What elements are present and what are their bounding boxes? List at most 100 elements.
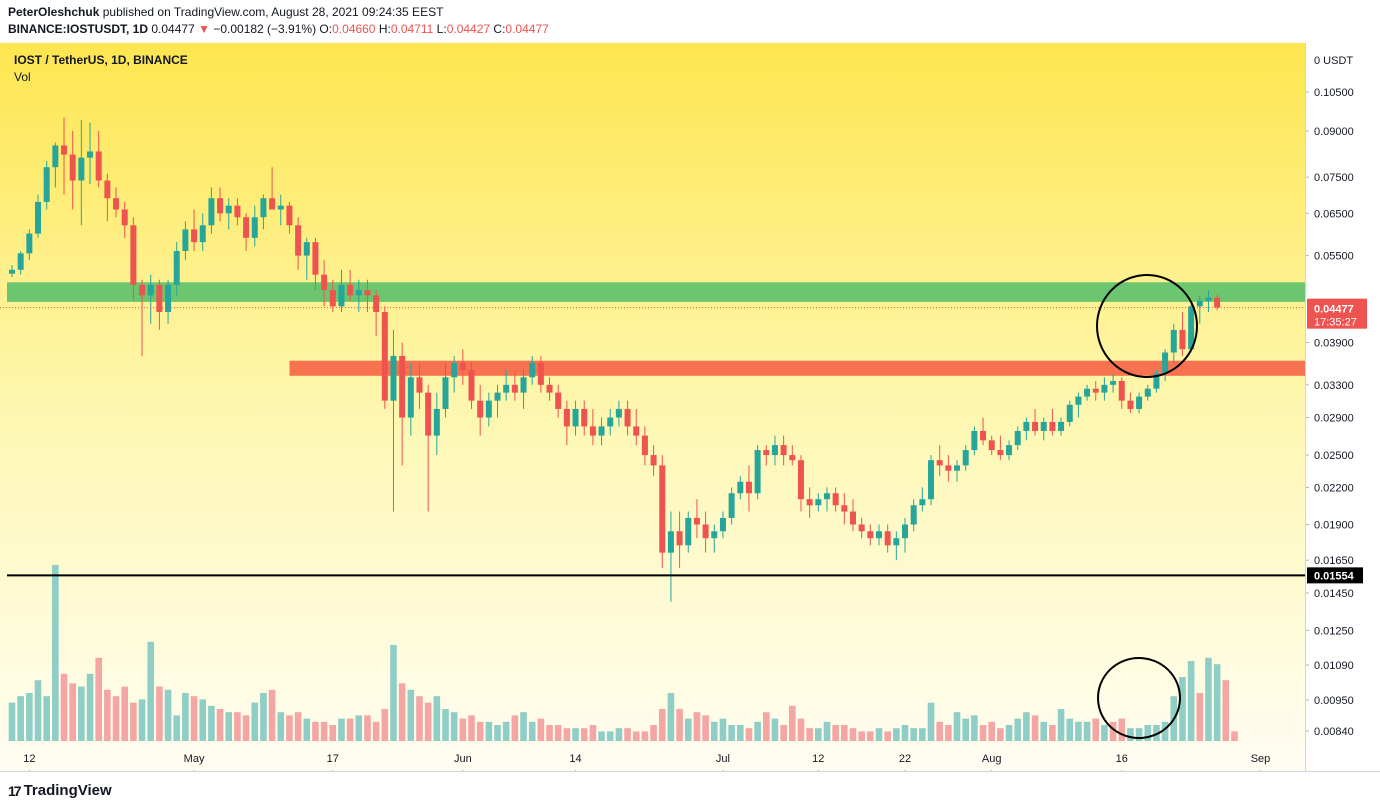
volume-bar [520, 712, 527, 741]
candle-body [121, 209, 128, 226]
x-tick-label: Sep [1251, 753, 1271, 765]
candle-body [9, 269, 15, 274]
last-price: 0.04477 [151, 22, 195, 36]
candle-body [815, 499, 822, 506]
candle-body [797, 460, 804, 500]
volume-bar [1109, 721, 1117, 741]
price-axis[interactable]: 0 USDT 0.10500 0.09000 0.07500 0.06500 0.0550… [1305, 55, 1367, 738]
volume-bar [901, 725, 909, 741]
candle-body [1144, 388, 1151, 397]
x-tick-label: Aug [982, 753, 1002, 765]
candle-body [711, 531, 718, 539]
candle-body [598, 426, 605, 436]
candle-body [511, 384, 518, 393]
y-tick-label: 0.03300 [1314, 380, 1354, 392]
candle-body [1092, 388, 1099, 393]
volume-bar [537, 718, 545, 741]
horizontal-line-label: 0.01554 [1314, 570, 1355, 582]
candle-body [667, 531, 674, 553]
y-tick-label: 0.02900 [1314, 413, 1354, 425]
price-axis-currency: 0 USDT [1314, 55, 1353, 67]
candle-body [286, 205, 293, 226]
y-tick-label: 0.02500 [1314, 450, 1354, 462]
volume-bar [303, 718, 311, 741]
volume-bar [624, 728, 631, 741]
volume-bar [277, 712, 285, 741]
candle-body [182, 229, 189, 252]
candle-body [988, 440, 995, 451]
author-name[interactable]: PeterOleshchuk [8, 5, 100, 19]
candle-body [555, 392, 562, 409]
volume-bar [719, 718, 727, 741]
time-axis[interactable]: 12 May 17 Jun 14 Jul 12 22 Aug 16 Sep [23, 753, 1270, 772]
candle-body [763, 450, 770, 456]
candle-body [373, 295, 380, 313]
x-tick-label: 14 [569, 753, 581, 765]
candle-body [35, 201, 42, 234]
candle-body [780, 445, 787, 456]
candle-body [329, 290, 336, 307]
volume-bar [1231, 731, 1238, 741]
candle-body [260, 198, 267, 218]
y-tick-label: 0.01450 [1314, 588, 1354, 600]
x-tick-label: Jul [716, 753, 730, 765]
candle-body [381, 312, 388, 401]
candle-body [191, 229, 198, 243]
volume-bar [147, 641, 155, 741]
candle-body [139, 284, 146, 296]
candle-body [962, 450, 969, 466]
last-price-label: 0.04477 [1314, 304, 1354, 316]
volume-bar [26, 693, 33, 741]
volume-bar [927, 702, 935, 741]
price-chart[interactable]: 0 USDT 0.10500 0.09000 0.07500 0.06500 0.0550… [0, 43, 1380, 772]
candle-body [980, 430, 987, 441]
volume-bar [104, 689, 111, 741]
volume-bar [442, 709, 449, 741]
candle-body [1110, 381, 1117, 385]
candle-body [1205, 297, 1212, 301]
candle-body [1136, 396, 1143, 409]
candle-body [1049, 421, 1056, 431]
volume-bar [650, 725, 657, 741]
candle-body [728, 493, 735, 518]
x-tick-label: 12 [23, 753, 35, 765]
candle-body [485, 400, 492, 418]
volume-bar [208, 705, 215, 741]
volume-bar [780, 725, 787, 741]
volume-bar [971, 715, 978, 741]
candle-body [910, 505, 917, 525]
candle-body [876, 531, 882, 539]
volume-bar [1179, 677, 1186, 741]
candle-body [1066, 404, 1073, 422]
candle-body [503, 384, 510, 393]
volume-bar [598, 731, 605, 741]
high-value: 0.04711 [390, 22, 434, 36]
candle-body [477, 400, 484, 418]
volume-bar [745, 728, 753, 741]
volume-layer [8, 565, 1238, 741]
volume-bar [858, 731, 865, 741]
volume-bar [234, 712, 241, 741]
candle-body [269, 198, 276, 210]
candle-body [693, 517, 700, 525]
tradingview-logo[interactable]: 17 TradingView [8, 782, 112, 799]
volume-bar [312, 721, 319, 741]
open-label: O: [319, 22, 333, 36]
y-tick-label: 0.01900 [1314, 520, 1354, 532]
candle-body [572, 408, 579, 427]
volume-bar [528, 721, 536, 741]
volume-bar [260, 693, 267, 741]
volume-bar [893, 728, 900, 741]
candle-body [919, 499, 926, 506]
volume-bar [251, 702, 259, 741]
volume-bar [199, 699, 207, 741]
candle-body [945, 465, 952, 471]
time-axis-border [0, 771, 1380, 772]
publish-line: PeterOleshchuk published on TradingView.… [8, 5, 443, 19]
candle-body [954, 465, 961, 471]
volume-bar [346, 718, 354, 741]
change-arrow-icon: ▼ [198, 22, 210, 36]
volume-bar [875, 728, 883, 741]
candle-body [1196, 300, 1203, 307]
symbol-label: BINANCE:IOSTUSDT, 1D [8, 22, 149, 36]
